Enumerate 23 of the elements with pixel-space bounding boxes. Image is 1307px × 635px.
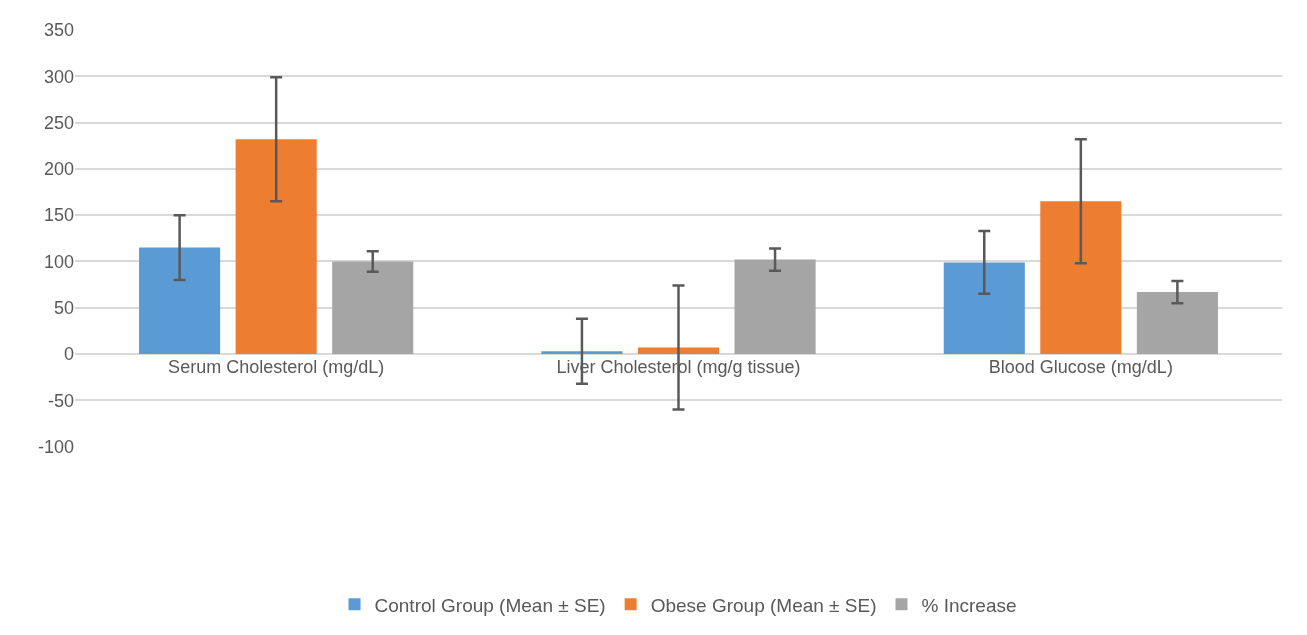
legend-label: % Increase — [921, 594, 1017, 616]
bar — [1136, 292, 1218, 355]
bar — [332, 261, 414, 355]
legend-label: Obese Group (Mean ± SE) — [650, 594, 877, 616]
y-tick-label: 50 — [53, 298, 74, 319]
legend-label: Control Group (Mean ± SE) — [374, 594, 606, 616]
y-tick-label: 150 — [43, 205, 74, 226]
bar — [943, 262, 1025, 355]
y-tick-label: 350 — [43, 20, 74, 41]
bar — [1040, 201, 1122, 355]
x-tick-label: Blood Glucose (mg/dL) — [988, 357, 1173, 378]
y-tick-label: -100 — [37, 436, 74, 457]
y-tick-label: 200 — [43, 159, 74, 180]
bar — [139, 247, 221, 355]
bar — [235, 139, 317, 355]
x-tick-label: Serum Cholesterol (mg/dL) — [168, 357, 385, 378]
y-tick-label: -50 — [47, 390, 74, 411]
y-tick-label: 100 — [43, 251, 74, 272]
y-tick-label: 300 — [43, 66, 74, 87]
bar — [734, 259, 816, 355]
y-tick-label: 250 — [43, 112, 74, 133]
bar — [541, 351, 623, 355]
y-tick-label: 0 — [63, 344, 74, 365]
